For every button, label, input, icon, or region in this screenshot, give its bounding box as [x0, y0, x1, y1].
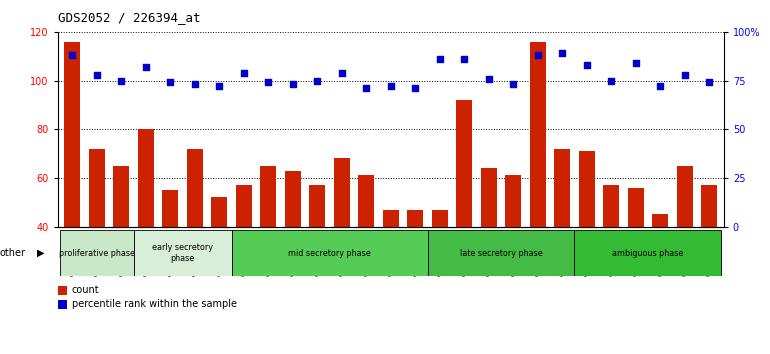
Text: ▶: ▶: [37, 248, 45, 258]
Bar: [677, 166, 692, 324]
Bar: [134, 230, 232, 276]
Bar: [60, 230, 134, 276]
Bar: [407, 210, 424, 324]
Bar: [187, 149, 203, 324]
Bar: [260, 166, 276, 324]
Point: [164, 80, 176, 85]
Bar: [65, 42, 80, 324]
Bar: [310, 185, 325, 324]
Text: percentile rank within the sample: percentile rank within the sample: [72, 299, 236, 309]
Bar: [138, 129, 154, 324]
Point: [360, 85, 373, 91]
Point: [434, 56, 446, 62]
Bar: [162, 190, 179, 324]
Point: [238, 70, 250, 76]
Text: mid secretory phase: mid secretory phase: [288, 249, 371, 258]
Text: other: other: [0, 248, 26, 258]
Point: [556, 51, 568, 56]
Bar: [701, 185, 717, 324]
Point: [483, 76, 495, 81]
Bar: [652, 215, 668, 324]
Bar: [285, 171, 301, 324]
Point: [630, 60, 642, 66]
Point: [286, 81, 299, 87]
Text: early secretory
phase: early secretory phase: [152, 244, 213, 263]
Point: [91, 72, 103, 78]
Bar: [530, 42, 546, 324]
Bar: [383, 210, 399, 324]
Point: [116, 78, 128, 84]
Bar: [505, 176, 521, 324]
Bar: [358, 176, 374, 324]
Point: [531, 52, 544, 58]
Bar: [212, 198, 227, 324]
Text: count: count: [72, 285, 99, 295]
Bar: [554, 149, 570, 324]
Text: proliferative phase: proliferative phase: [59, 249, 135, 258]
Point: [262, 80, 274, 85]
Point: [507, 81, 520, 87]
Point: [384, 84, 397, 89]
Point: [139, 64, 152, 70]
Bar: [628, 188, 644, 324]
Bar: [579, 151, 594, 324]
Text: late secretory phase: late secretory phase: [460, 249, 542, 258]
Point: [458, 56, 470, 62]
Bar: [236, 185, 252, 324]
Point: [213, 84, 226, 89]
Point: [654, 84, 666, 89]
Bar: [334, 159, 350, 324]
Point: [409, 85, 421, 91]
Bar: [480, 168, 497, 324]
Point: [189, 81, 201, 87]
Bar: [113, 166, 129, 324]
Point: [336, 70, 348, 76]
Bar: [427, 230, 574, 276]
Text: GDS2052 / 226394_at: GDS2052 / 226394_at: [58, 11, 200, 24]
Point: [703, 80, 715, 85]
Bar: [232, 230, 427, 276]
Text: ambiguous phase: ambiguous phase: [612, 249, 684, 258]
Point: [581, 62, 593, 68]
Bar: [89, 149, 105, 324]
Point: [66, 52, 79, 58]
Bar: [457, 100, 472, 324]
Bar: [603, 185, 619, 324]
Bar: [432, 210, 447, 324]
Point: [678, 72, 691, 78]
Point: [605, 78, 618, 84]
Point: [311, 78, 323, 84]
Bar: [574, 230, 721, 276]
